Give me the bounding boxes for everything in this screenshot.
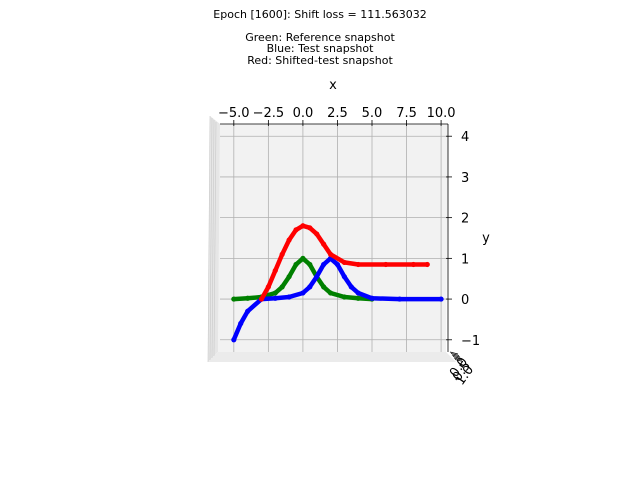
- data-point: [231, 296, 237, 302]
- data-point: [300, 290, 306, 296]
- legend-note-red: Red: Shifted-test snapshot: [247, 54, 393, 67]
- y-axis-label: y: [482, 231, 490, 246]
- data-point: [321, 261, 327, 268]
- series-1: [231, 255, 444, 343]
- data-point: [245, 308, 251, 314]
- data-point: [307, 225, 313, 231]
- data-point: [300, 255, 306, 261]
- y-tick-label: 3: [461, 171, 469, 186]
- data-point: [245, 295, 251, 301]
- y-tick-label: 1: [461, 252, 469, 267]
- data-point: [341, 274, 347, 280]
- y-tick-label: −1: [461, 334, 480, 349]
- z-tick-mark: [451, 354, 461, 358]
- data-point: [258, 296, 265, 302]
- data-point: [355, 290, 361, 296]
- data-point: [341, 259, 347, 266]
- data-point: [314, 274, 320, 280]
- legend-note-green: Green: Reference snapshot: [245, 31, 395, 44]
- z-tick-mark: [454, 359, 464, 362]
- data-point: [424, 261, 430, 268]
- data-point: [321, 241, 327, 247]
- data-point: [279, 251, 285, 257]
- y-tick-label: 2: [461, 212, 469, 227]
- data-point: [293, 227, 299, 233]
- data-point: [231, 337, 237, 343]
- z-tick-mark: [453, 357, 463, 361]
- data-point: [397, 296, 403, 302]
- x-tick-label: −2.5: [253, 106, 285, 121]
- x-tick-label: 10.0: [427, 106, 456, 121]
- x-tick-label: −5.0: [218, 106, 250, 121]
- data-point: [307, 261, 313, 268]
- data-point: [410, 261, 417, 268]
- data-point: [348, 284, 354, 290]
- title-block: Epoch [1600]: Shift loss = 111.563032 Gr…: [213, 8, 426, 67]
- series-2: [258, 223, 430, 302]
- data-point: [272, 267, 278, 274]
- data-point: [355, 295, 361, 301]
- z-tick-mark: [450, 353, 460, 356]
- data-point: [300, 223, 306, 229]
- bottom-pane: [208, 352, 456, 362]
- y-tick-label: 0: [461, 293, 469, 308]
- data-points: [231, 223, 444, 343]
- data-point: [321, 284, 327, 290]
- data-point: [293, 261, 299, 268]
- legend-note-blue: Blue: Test snapshot: [267, 42, 375, 55]
- data-point: [286, 237, 292, 243]
- data-point: [327, 290, 334, 296]
- data-point: [265, 284, 271, 290]
- data-point: [314, 231, 320, 237]
- x-tick-label: 5.0: [362, 106, 383, 121]
- data-point: [334, 261, 341, 268]
- data-point: [272, 295, 278, 301]
- data-point: [286, 294, 292, 300]
- x-axis-label: x: [329, 78, 337, 93]
- left-pane: [208, 116, 220, 362]
- data-point: [238, 320, 244, 327]
- y-tick-label: 4: [461, 130, 469, 145]
- x-tick-label: 7.5: [396, 106, 417, 121]
- grid: [220, 124, 448, 352]
- data-point: [438, 296, 444, 302]
- data-point: [341, 294, 347, 300]
- series-line: [259, 223, 430, 302]
- z-tick-mark: [452, 356, 462, 359]
- x-tick-label: 2.5: [327, 106, 348, 121]
- data-point: [272, 290, 278, 296]
- data-point: [279, 284, 285, 290]
- data-point: [369, 295, 375, 301]
- data-point: [383, 261, 389, 268]
- data-point: [307, 284, 313, 290]
- data-point: [327, 251, 334, 257]
- data-point: [286, 274, 292, 280]
- data-point: [355, 261, 361, 268]
- z-tick-mark: [449, 351, 459, 355]
- depth-lines: [207, 115, 217, 363]
- x-tick-label: 0.0: [293, 106, 314, 121]
- chart-title: Epoch [1600]: Shift loss = 111.563032: [213, 8, 426, 21]
- back-pane: [218, 124, 448, 352]
